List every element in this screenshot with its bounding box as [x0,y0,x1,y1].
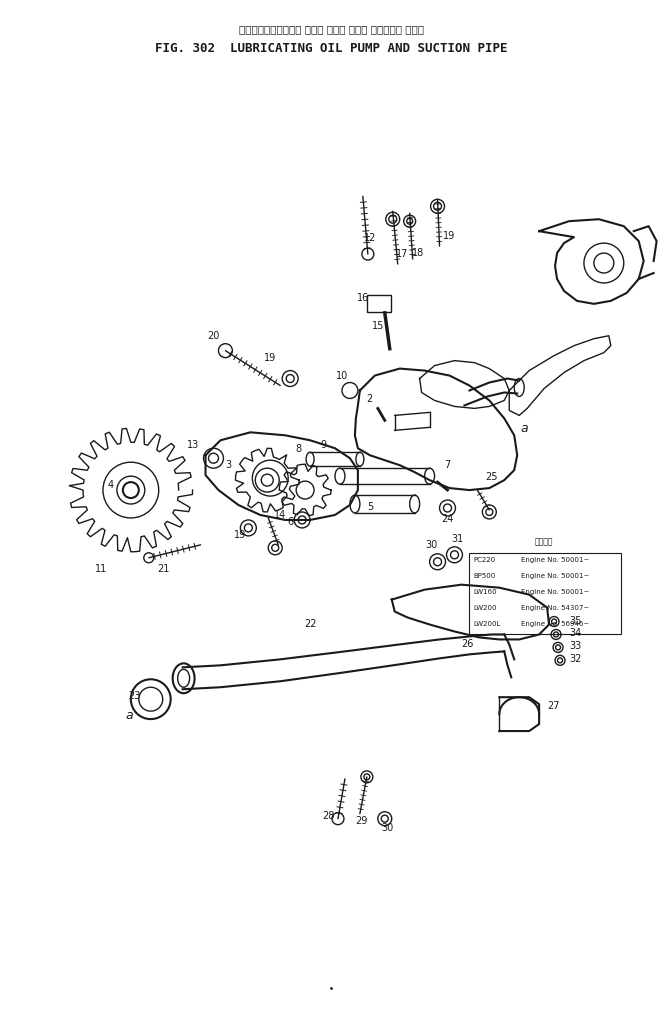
Text: FIG. 302  LUBRICATING OIL PUMP AND SUCTION PIPE: FIG. 302 LUBRICATING OIL PUMP AND SUCTIO… [155,42,507,55]
Text: 26: 26 [461,640,473,649]
Text: 13: 13 [187,440,199,450]
Text: 28: 28 [322,810,334,820]
Text: 31: 31 [451,533,463,544]
Text: 30: 30 [426,539,438,550]
Text: 2: 2 [367,394,373,405]
Text: 27: 27 [547,701,559,711]
Text: a: a [125,709,132,722]
Text: Engine No. 56946~: Engine No. 56946~ [521,621,589,627]
Text: a: a [520,422,528,435]
Text: 19: 19 [264,353,276,363]
Text: 24: 24 [442,514,453,524]
Text: BP500: BP500 [473,573,496,579]
Text: LW200L: LW200L [473,621,500,627]
Text: 12: 12 [363,233,376,243]
Text: 5: 5 [367,502,373,512]
Text: 16: 16 [357,293,369,303]
Text: 11: 11 [95,564,107,574]
Text: Engine No. 50001~: Engine No. 50001~ [521,589,590,594]
FancyBboxPatch shape [367,295,391,312]
Text: 21: 21 [158,564,170,574]
Text: 29: 29 [355,815,368,825]
Text: Engine No. 54307~: Engine No. 54307~ [521,604,589,610]
Text: 3: 3 [225,460,232,470]
Text: 34: 34 [569,629,581,639]
Text: 30: 30 [381,822,394,832]
Text: 22: 22 [304,620,316,630]
Text: 7: 7 [444,460,451,470]
Text: LW200: LW200 [473,604,497,610]
Text: 9: 9 [320,440,326,450]
Text: Engine No. 50001~: Engine No. 50001~ [521,557,590,563]
Text: 35: 35 [569,615,581,626]
Text: 4: 4 [108,480,114,490]
Text: LW160: LW160 [473,589,497,594]
Text: 8: 8 [295,444,301,454]
Text: 25: 25 [485,473,498,482]
Text: 15: 15 [371,320,384,331]
Text: 32: 32 [569,654,581,664]
Text: 適用号機: 適用号機 [535,536,553,546]
Bar [469,553,621,635]
Text: 6: 6 [287,517,293,527]
Text: 18: 18 [412,248,424,258]
Text: 10: 10 [336,370,348,380]
Text: 20: 20 [207,331,220,341]
Text: ルーブリケーティング オイル ポンプ および サクション パイプ: ルーブリケーティング オイル ポンプ および サクション パイプ [238,24,424,34]
Text: 14: 14 [274,510,287,520]
Text: 33: 33 [569,642,581,651]
Text: 19: 19 [444,231,455,241]
Text: PC220: PC220 [473,557,496,563]
Text: 17: 17 [395,249,408,259]
Text: 19: 19 [234,530,246,539]
Text: Engine No. 50001~: Engine No. 50001~ [521,573,590,579]
Text: 23: 23 [128,692,141,702]
